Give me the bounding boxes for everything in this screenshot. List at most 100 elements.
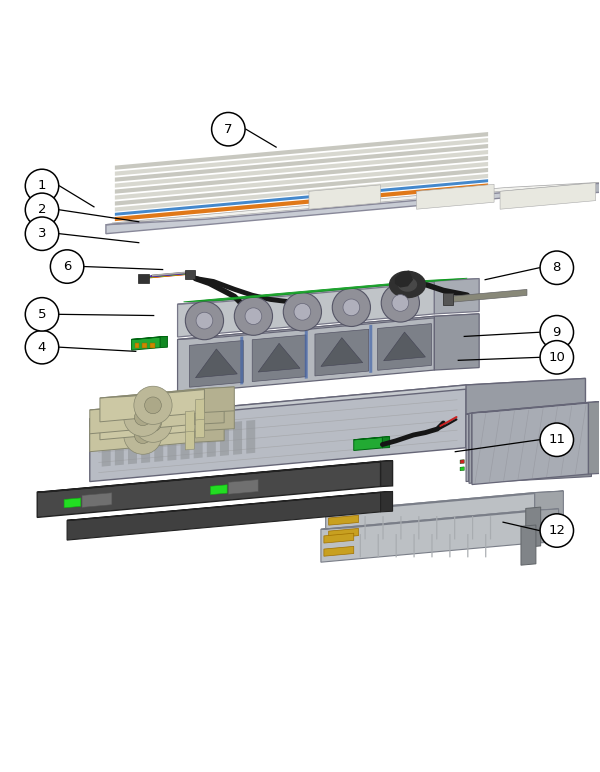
Polygon shape xyxy=(134,343,139,348)
Polygon shape xyxy=(589,401,600,474)
Polygon shape xyxy=(184,278,467,302)
Polygon shape xyxy=(90,418,194,452)
Polygon shape xyxy=(434,279,479,314)
Polygon shape xyxy=(413,534,415,557)
Polygon shape xyxy=(472,516,473,540)
Polygon shape xyxy=(115,156,488,194)
Polygon shape xyxy=(436,516,437,540)
Polygon shape xyxy=(90,417,224,428)
Polygon shape xyxy=(142,343,147,348)
Circle shape xyxy=(540,514,574,547)
Polygon shape xyxy=(141,429,150,463)
Polygon shape xyxy=(395,271,412,287)
Circle shape xyxy=(235,297,272,335)
Polygon shape xyxy=(530,509,559,543)
Polygon shape xyxy=(185,411,194,432)
Polygon shape xyxy=(377,534,379,557)
Circle shape xyxy=(332,288,370,327)
Polygon shape xyxy=(152,271,191,276)
Polygon shape xyxy=(466,378,586,448)
Polygon shape xyxy=(151,272,190,277)
Polygon shape xyxy=(246,420,255,454)
Circle shape xyxy=(25,330,59,364)
Circle shape xyxy=(134,427,151,444)
Text: 7: 7 xyxy=(224,123,233,136)
Polygon shape xyxy=(460,459,464,464)
Polygon shape xyxy=(211,485,227,495)
Polygon shape xyxy=(148,273,187,278)
Text: 9: 9 xyxy=(553,326,561,339)
Polygon shape xyxy=(106,183,600,225)
Polygon shape xyxy=(154,428,163,462)
Polygon shape xyxy=(449,534,451,557)
Polygon shape xyxy=(469,408,589,481)
Polygon shape xyxy=(82,493,112,507)
Polygon shape xyxy=(380,492,392,512)
Polygon shape xyxy=(190,340,243,388)
Polygon shape xyxy=(233,422,242,455)
Polygon shape xyxy=(485,534,487,557)
Circle shape xyxy=(25,169,59,203)
Circle shape xyxy=(196,312,213,329)
Polygon shape xyxy=(207,424,216,457)
Polygon shape xyxy=(434,314,479,370)
Polygon shape xyxy=(90,378,586,419)
Polygon shape xyxy=(360,534,361,557)
Polygon shape xyxy=(131,337,160,350)
Circle shape xyxy=(294,303,311,320)
Polygon shape xyxy=(151,272,190,276)
Polygon shape xyxy=(418,516,419,540)
Polygon shape xyxy=(115,144,488,181)
Polygon shape xyxy=(454,516,455,540)
Polygon shape xyxy=(472,407,592,483)
Polygon shape xyxy=(469,407,592,414)
Circle shape xyxy=(25,298,59,331)
Polygon shape xyxy=(196,417,205,438)
Text: 5: 5 xyxy=(38,308,46,321)
Polygon shape xyxy=(324,547,354,556)
Polygon shape xyxy=(67,493,380,540)
Circle shape xyxy=(540,340,574,374)
Polygon shape xyxy=(148,273,187,279)
Polygon shape xyxy=(115,162,488,200)
Polygon shape xyxy=(185,270,196,279)
Polygon shape xyxy=(178,281,434,337)
Polygon shape xyxy=(185,428,194,450)
Circle shape xyxy=(245,308,262,324)
Polygon shape xyxy=(194,417,224,442)
Circle shape xyxy=(343,299,360,316)
Polygon shape xyxy=(389,271,425,297)
Polygon shape xyxy=(160,337,167,347)
Circle shape xyxy=(540,316,574,349)
Polygon shape xyxy=(102,433,110,466)
Polygon shape xyxy=(467,534,469,557)
Circle shape xyxy=(392,295,409,311)
Polygon shape xyxy=(115,138,488,176)
Circle shape xyxy=(540,251,574,284)
Circle shape xyxy=(212,113,245,146)
Polygon shape xyxy=(90,385,466,482)
Circle shape xyxy=(25,193,59,226)
Polygon shape xyxy=(115,150,488,188)
Polygon shape xyxy=(369,325,372,373)
Polygon shape xyxy=(382,516,383,540)
Polygon shape xyxy=(380,461,392,486)
Polygon shape xyxy=(115,432,124,466)
Polygon shape xyxy=(167,427,176,461)
Polygon shape xyxy=(240,337,243,384)
Polygon shape xyxy=(490,516,491,540)
Polygon shape xyxy=(194,425,203,459)
Circle shape xyxy=(283,293,322,331)
Polygon shape xyxy=(472,402,589,485)
Polygon shape xyxy=(178,279,479,304)
Polygon shape xyxy=(196,349,237,378)
Polygon shape xyxy=(137,274,149,283)
Polygon shape xyxy=(321,337,363,367)
Circle shape xyxy=(134,404,172,442)
Polygon shape xyxy=(100,388,205,422)
Polygon shape xyxy=(326,491,563,511)
Polygon shape xyxy=(90,401,194,434)
Polygon shape xyxy=(229,479,258,494)
Polygon shape xyxy=(196,399,205,420)
Polygon shape xyxy=(512,183,600,197)
